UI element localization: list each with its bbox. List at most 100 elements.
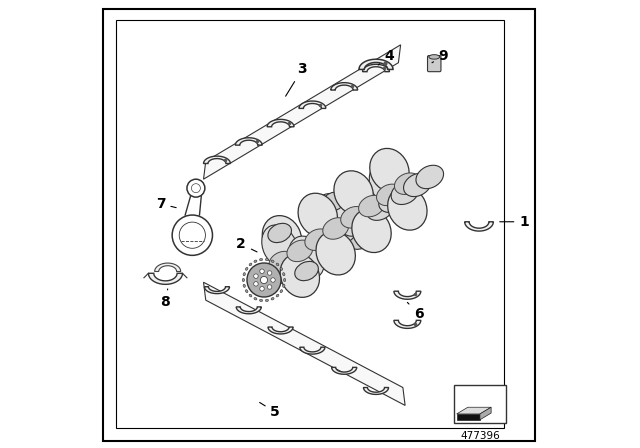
Ellipse shape <box>342 213 369 236</box>
Ellipse shape <box>334 171 373 215</box>
Polygon shape <box>155 263 180 271</box>
Ellipse shape <box>342 205 378 248</box>
Text: 5: 5 <box>260 402 280 419</box>
Ellipse shape <box>243 284 245 287</box>
Ellipse shape <box>243 273 245 276</box>
Polygon shape <box>480 407 491 420</box>
Circle shape <box>253 282 258 286</box>
Polygon shape <box>204 287 230 293</box>
Text: 4: 4 <box>378 49 394 65</box>
Ellipse shape <box>388 186 427 230</box>
Ellipse shape <box>271 297 274 300</box>
Polygon shape <box>465 222 493 231</box>
Polygon shape <box>236 307 261 314</box>
Circle shape <box>253 274 258 278</box>
Polygon shape <box>359 59 393 69</box>
Ellipse shape <box>349 230 372 250</box>
Text: 7: 7 <box>156 197 176 211</box>
Text: 477396: 477396 <box>460 431 500 441</box>
Polygon shape <box>204 282 405 405</box>
Bar <box>454 385 506 423</box>
Ellipse shape <box>259 299 262 302</box>
Ellipse shape <box>404 173 431 197</box>
Ellipse shape <box>305 229 331 250</box>
Ellipse shape <box>271 260 274 263</box>
Ellipse shape <box>391 181 419 204</box>
Circle shape <box>268 285 272 289</box>
Ellipse shape <box>323 218 349 239</box>
Text: 9: 9 <box>432 49 449 63</box>
Text: 8: 8 <box>161 289 170 310</box>
Ellipse shape <box>254 297 257 300</box>
Ellipse shape <box>280 253 307 276</box>
Circle shape <box>271 278 275 282</box>
Text: 1: 1 <box>500 215 529 229</box>
Ellipse shape <box>276 294 279 297</box>
Polygon shape <box>457 407 491 414</box>
Bar <box>116 20 504 428</box>
Ellipse shape <box>366 197 394 220</box>
Ellipse shape <box>280 267 283 270</box>
Ellipse shape <box>292 245 319 268</box>
Ellipse shape <box>329 221 356 244</box>
Text: 2: 2 <box>236 237 257 252</box>
Polygon shape <box>204 45 401 179</box>
Ellipse shape <box>429 55 440 59</box>
Bar <box>457 414 480 420</box>
Polygon shape <box>394 291 421 299</box>
Polygon shape <box>204 156 230 164</box>
Ellipse shape <box>298 193 337 237</box>
Ellipse shape <box>304 237 332 260</box>
Circle shape <box>247 263 281 297</box>
Ellipse shape <box>379 189 406 212</box>
Text: 6: 6 <box>407 302 424 321</box>
Ellipse shape <box>245 290 248 293</box>
Ellipse shape <box>370 148 409 192</box>
Ellipse shape <box>358 195 385 217</box>
Ellipse shape <box>276 263 279 266</box>
Ellipse shape <box>259 258 262 261</box>
Circle shape <box>260 276 268 284</box>
Ellipse shape <box>254 260 257 263</box>
Circle shape <box>260 269 264 274</box>
Text: 3: 3 <box>285 62 307 96</box>
Ellipse shape <box>352 209 391 253</box>
Polygon shape <box>362 65 389 72</box>
Polygon shape <box>331 83 358 90</box>
Ellipse shape <box>267 260 294 284</box>
Ellipse shape <box>394 173 420 194</box>
Ellipse shape <box>287 240 313 262</box>
Polygon shape <box>364 388 388 394</box>
Ellipse shape <box>266 299 269 302</box>
Ellipse shape <box>249 263 252 266</box>
Ellipse shape <box>262 225 298 268</box>
Ellipse shape <box>340 207 367 228</box>
Ellipse shape <box>284 278 285 282</box>
Polygon shape <box>300 347 325 354</box>
Polygon shape <box>148 273 182 284</box>
Ellipse shape <box>295 261 318 281</box>
Ellipse shape <box>266 258 269 261</box>
Polygon shape <box>267 120 294 127</box>
Ellipse shape <box>354 205 381 228</box>
FancyBboxPatch shape <box>428 56 441 72</box>
Polygon shape <box>236 138 262 145</box>
Ellipse shape <box>376 184 403 206</box>
Ellipse shape <box>255 268 282 292</box>
Polygon shape <box>299 101 326 108</box>
Ellipse shape <box>249 294 252 297</box>
Ellipse shape <box>316 231 355 275</box>
Ellipse shape <box>283 273 285 276</box>
Circle shape <box>260 286 264 291</box>
Ellipse shape <box>369 162 405 205</box>
Ellipse shape <box>316 194 351 237</box>
Polygon shape <box>394 320 421 328</box>
Ellipse shape <box>269 251 295 273</box>
Ellipse shape <box>283 284 285 287</box>
Ellipse shape <box>289 236 324 279</box>
Polygon shape <box>268 327 293 334</box>
Ellipse shape <box>280 290 283 293</box>
Ellipse shape <box>268 223 291 243</box>
Ellipse shape <box>262 215 301 259</box>
Circle shape <box>268 271 272 275</box>
